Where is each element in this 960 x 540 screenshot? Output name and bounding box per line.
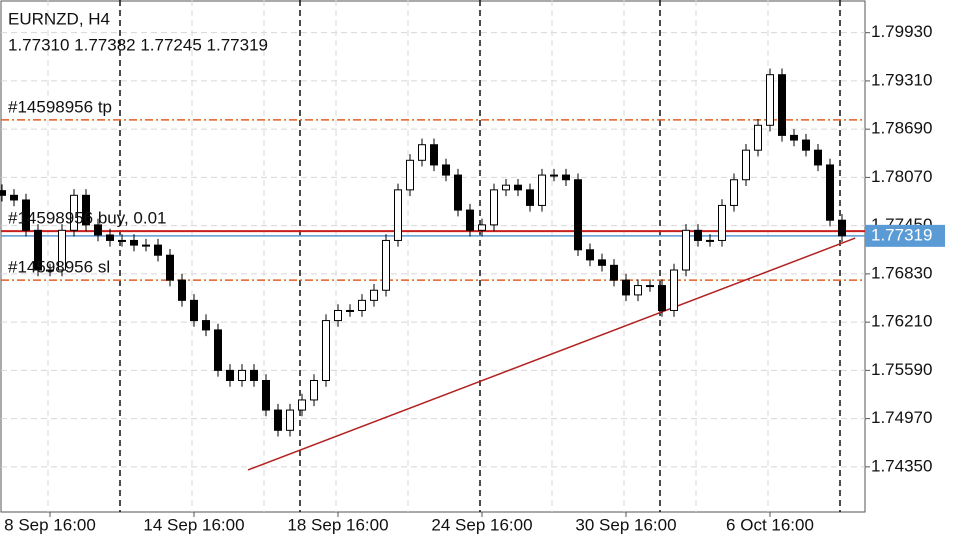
x-tick-label: 8 Sep 16:00 — [4, 515, 96, 534]
candle-body — [706, 239, 714, 242]
candle-body — [46, 269, 54, 272]
candle-body — [790, 134, 798, 141]
candle-body — [70, 194, 78, 231]
candle-body — [478, 224, 486, 231]
candle-body — [130, 239, 138, 246]
bid-tag-label: 1.77319 — [871, 225, 932, 244]
candle-body — [238, 369, 246, 381]
candle-body — [82, 194, 90, 226]
candle-body — [358, 299, 366, 311]
candle-body — [754, 124, 762, 151]
y-tick-label: 1.79930 — [871, 22, 932, 41]
candle-body — [154, 244, 162, 256]
candle-body — [826, 164, 834, 221]
x-tick-label: 30 Sep 16:00 — [575, 515, 676, 534]
candle-body — [370, 289, 378, 301]
candle-body — [142, 244, 150, 247]
candle-body — [190, 299, 198, 322]
y-tick-label: 1.74350 — [871, 456, 932, 475]
x-tick-label: 6 Oct 16:00 — [726, 515, 814, 534]
candle-body — [682, 229, 690, 271]
x-tick-label: 18 Sep 16:00 — [287, 515, 388, 534]
candle-body — [430, 144, 438, 166]
candle-body — [502, 184, 510, 191]
candle-body — [718, 204, 726, 241]
candle-body — [730, 179, 738, 206]
candle-body — [622, 279, 630, 296]
candle-body — [694, 229, 702, 241]
candle-body — [106, 234, 114, 241]
candle-body — [10, 194, 18, 201]
y-tick-label: 1.75590 — [871, 360, 932, 379]
candle-body — [274, 409, 282, 431]
candle-body — [658, 285, 666, 311]
candle-body — [178, 279, 186, 301]
candle-body — [742, 149, 750, 181]
candle-body — [598, 259, 606, 266]
x-tick-label: 24 Sep 16:00 — [431, 515, 532, 534]
candle-body — [34, 229, 42, 271]
candle-body — [382, 239, 390, 291]
candle-body — [562, 174, 570, 181]
candle-body — [250, 369, 258, 381]
candle-body — [346, 309, 354, 312]
candle-body — [226, 369, 234, 381]
y-tick-label: 1.76830 — [871, 263, 932, 282]
order-level-label: #14598956 buy, 0.01 — [8, 209, 167, 228]
chart-title: EURNZD, H4 — [8, 9, 110, 28]
y-tick-label: 1.78070 — [871, 167, 932, 186]
candle-body — [322, 320, 330, 381]
candle-body — [670, 269, 678, 311]
y-tick-label: 1.79310 — [871, 70, 932, 89]
candle-body — [214, 329, 222, 371]
plot-frame — [0, 0, 866, 513]
candle-body — [166, 254, 174, 281]
candle-body — [814, 149, 822, 166]
candle-body — [838, 219, 846, 237]
candle-body — [574, 179, 582, 251]
candle-body — [490, 189, 498, 226]
candle-body — [538, 174, 546, 206]
candle-body — [550, 174, 558, 177]
candle-body — [526, 189, 534, 206]
candle-body — [298, 399, 306, 411]
plot-layer — [0, 0, 865, 512]
order-level-label: #14598956 sl — [8, 258, 110, 277]
y-tick-label: 1.78690 — [871, 119, 932, 138]
order-level-label: #14598956 tp — [8, 97, 112, 116]
candle-body — [454, 174, 462, 211]
candle-body — [802, 139, 810, 151]
y-tick-label: 1.74970 — [871, 408, 932, 427]
candle-body — [310, 379, 318, 401]
candle-body — [514, 184, 522, 191]
candle-body — [394, 189, 402, 241]
candle-body — [778, 74, 786, 136]
candle-body — [406, 159, 414, 191]
candle-body — [646, 285, 654, 288]
candle-body — [634, 285, 642, 296]
candle-body — [118, 239, 126, 242]
candle-body — [466, 209, 474, 231]
candle-body — [0, 190, 6, 196]
candle-body — [442, 164, 450, 176]
candle-body — [334, 309, 342, 322]
candle-body — [262, 379, 270, 411]
candle-body — [286, 409, 294, 431]
ohlc-readout: 1.77310 1.77382 1.77245 1.77319 — [8, 35, 268, 54]
x-tick-label: 14 Sep 16:00 — [143, 515, 244, 534]
candle-body — [202, 320, 210, 331]
y-tick-label: 1.76210 — [871, 312, 932, 331]
trendline — [247, 237, 856, 471]
candle-body — [586, 249, 594, 261]
bid-tag — [865, 224, 945, 247]
candle-body — [22, 199, 30, 231]
candle-body — [94, 224, 102, 236]
candle-body — [58, 229, 66, 271]
candle-body — [610, 264, 618, 281]
candle-body — [766, 74, 774, 126]
candle-body — [418, 144, 426, 161]
